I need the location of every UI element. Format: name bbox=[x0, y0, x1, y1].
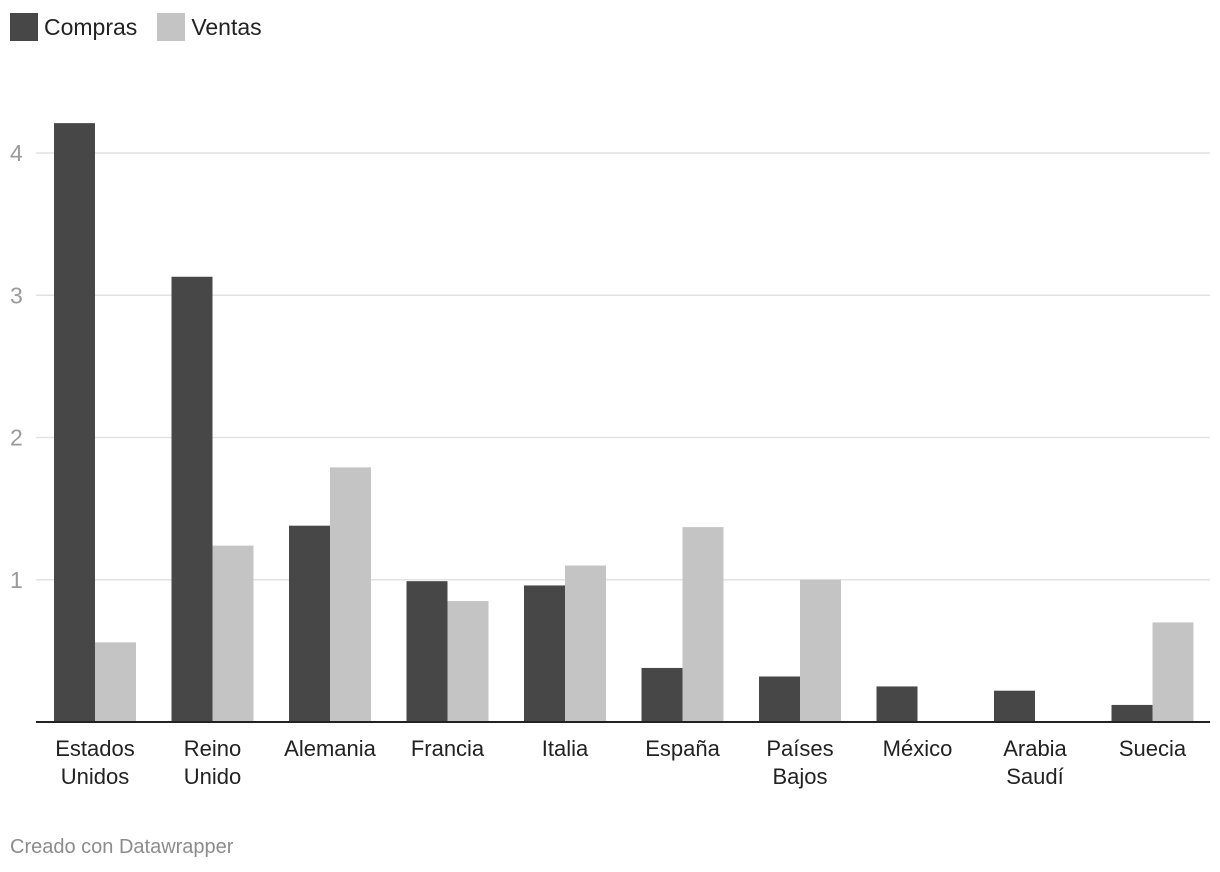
x-tick-label-line: Bajos bbox=[772, 764, 827, 789]
legend-swatch bbox=[10, 13, 38, 41]
x-tick-label: Suecia bbox=[1119, 736, 1187, 761]
bar-ventas bbox=[212, 545, 254, 722]
bar-compras bbox=[524, 585, 565, 722]
x-tick-label-line: Unidos bbox=[61, 764, 129, 789]
y-tick-label: 2 bbox=[10, 425, 23, 451]
y-tick-label: 1 bbox=[10, 567, 23, 593]
bar-compras bbox=[641, 667, 683, 722]
y-tick-label: 3 bbox=[10, 282, 23, 308]
bar-compras bbox=[54, 123, 95, 722]
chart-legend: Compras Ventas bbox=[10, 13, 282, 41]
legend-label: Ventas bbox=[191, 13, 262, 40]
x-tick-label-line: Saudí bbox=[1006, 764, 1064, 789]
legend-item-ventas: Ventas bbox=[157, 13, 262, 41]
x-tick-label-line: Arabia bbox=[1003, 736, 1067, 761]
bar-compras bbox=[406, 581, 448, 722]
legend-item-compras: Compras bbox=[10, 13, 137, 41]
bar-compras bbox=[1111, 704, 1153, 722]
x-tick-label-line: Países bbox=[766, 736, 833, 761]
x-tick-label-line: Reino bbox=[184, 736, 241, 761]
x-tick-label: Arabia Saudí bbox=[1003, 736, 1067, 789]
bar-compras bbox=[994, 690, 1035, 722]
x-tick-label-line: Unido bbox=[184, 764, 241, 789]
y-tick-label: 4 bbox=[10, 140, 23, 166]
legend-swatch bbox=[157, 13, 186, 41]
credit-text: Creado con Datawrapper bbox=[10, 836, 234, 858]
bar-ventas bbox=[95, 642, 136, 722]
x-tick-label: Francia bbox=[411, 736, 485, 761]
bar-ventas bbox=[1152, 622, 1194, 722]
x-tick-label-line: México bbox=[883, 736, 953, 761]
x-tick-label-line: Suecia bbox=[1119, 736, 1187, 761]
bar-ventas bbox=[682, 527, 724, 722]
x-tick-label: Estados Unidos bbox=[55, 736, 135, 789]
bar-compras bbox=[876, 686, 918, 722]
x-tick-label-line: Francia bbox=[411, 736, 485, 761]
bar-compras bbox=[759, 676, 800, 722]
bar-ventas bbox=[330, 467, 371, 722]
legend-label: Compras bbox=[44, 13, 138, 40]
x-tick-label: Alemania bbox=[284, 736, 376, 761]
bar-ventas bbox=[447, 601, 489, 722]
bar-ventas bbox=[565, 565, 606, 722]
x-tick-label: México bbox=[883, 736, 953, 761]
x-tick-label-line: España bbox=[645, 736, 720, 761]
bar-ventas bbox=[800, 579, 841, 722]
x-tick-label-line: Italia bbox=[542, 736, 589, 761]
bar-compras bbox=[289, 525, 330, 722]
x-tick-label: Reino Unido bbox=[184, 736, 241, 789]
x-tick-label-line: Alemania bbox=[284, 736, 376, 761]
x-tick-label: Italia bbox=[542, 736, 589, 761]
bar-compras bbox=[171, 276, 213, 722]
x-tick-label-line: Estados bbox=[55, 736, 135, 761]
x-tick-label: España bbox=[645, 736, 720, 761]
x-tick-label: Países Bajos bbox=[766, 736, 833, 789]
